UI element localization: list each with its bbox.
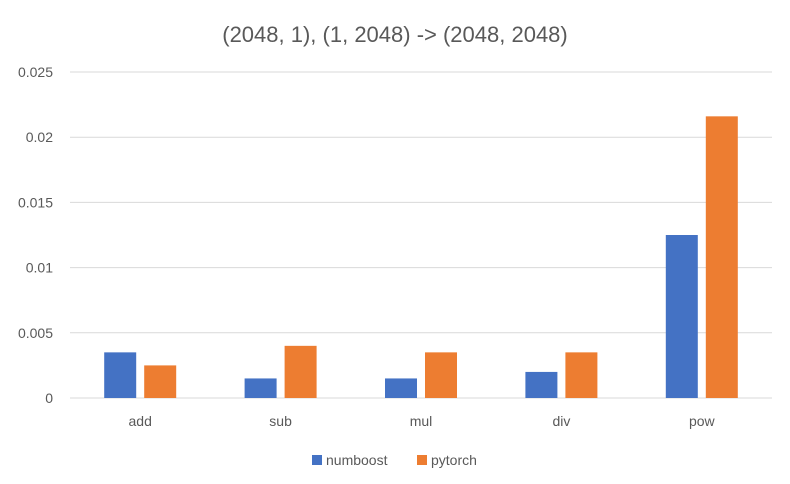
y-tick-label: 0.01: [26, 260, 53, 276]
y-tick-label: 0.025: [18, 64, 53, 80]
bars: [104, 116, 738, 398]
x-tick-label: pow: [689, 413, 716, 429]
bar-pytorch-add: [144, 365, 177, 398]
x-tick-label: sub: [269, 413, 292, 429]
bar-pytorch-pow: [705, 116, 738, 398]
y-axis-ticks: 0 0.005 0.01 0.015 0.02 0.025: [18, 64, 53, 406]
x-tick-label: add: [129, 413, 152, 429]
x-tick-label: div: [552, 413, 570, 429]
y-tick-label: 0.005: [18, 325, 53, 341]
x-axis-ticks: add sub mul div pow: [129, 413, 716, 429]
bar-numboost-add: [104, 352, 137, 398]
gridlines: [70, 71, 772, 399]
legend-swatch-pytorch: [417, 455, 427, 465]
x-tick-label: mul: [410, 413, 433, 429]
legend-label-pytorch: pytorch: [431, 452, 477, 468]
bar-numboost-sub: [244, 378, 277, 398]
legend: numboost pytorch: [312, 452, 477, 468]
y-tick-label: 0.015: [18, 194, 53, 210]
bar-pytorch-div: [565, 352, 598, 398]
bar-numboost-div: [525, 371, 558, 398]
y-tick-label: 0.02: [26, 129, 53, 145]
bar-numboost-mul: [385, 378, 417, 398]
chart-title: (2048, 1), (1, 2048) -> (2048, 2048): [222, 22, 568, 47]
bar-numboost-pow: [665, 235, 698, 398]
legend-swatch-numboost: [312, 455, 322, 465]
y-tick-label: 0: [45, 390, 53, 406]
bar-pytorch-sub: [284, 345, 317, 398]
legend-label-numboost: numboost: [326, 452, 388, 468]
bar-pytorch-mul: [425, 352, 457, 398]
